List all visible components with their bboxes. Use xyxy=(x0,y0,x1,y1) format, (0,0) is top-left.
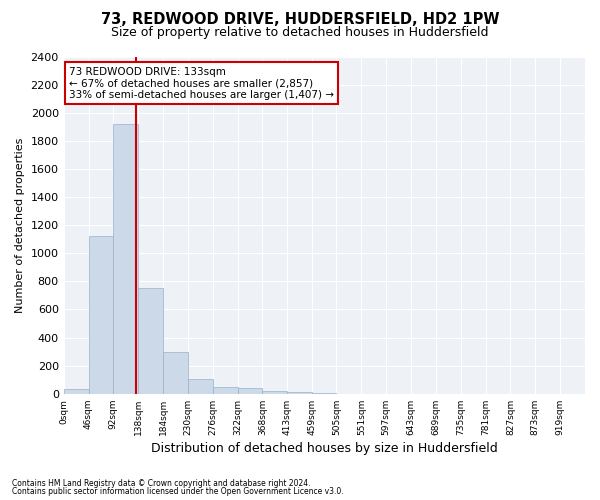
X-axis label: Distribution of detached houses by size in Huddersfield: Distribution of detached houses by size … xyxy=(151,442,498,455)
Bar xyxy=(138,288,163,394)
Text: Contains HM Land Registry data © Crown copyright and database right 2024.: Contains HM Land Registry data © Crown c… xyxy=(12,478,311,488)
Text: 73, REDWOOD DRIVE, HUDDERSFIELD, HD2 1PW: 73, REDWOOD DRIVE, HUDDERSFIELD, HD2 1PW xyxy=(101,12,499,28)
Bar xyxy=(64,389,89,394)
Bar xyxy=(287,392,311,394)
Bar xyxy=(213,388,238,394)
Bar xyxy=(262,391,287,394)
Bar xyxy=(163,352,188,394)
Bar xyxy=(311,393,337,394)
Bar xyxy=(238,388,262,394)
Text: 73 REDWOOD DRIVE: 133sqm
← 67% of detached houses are smaller (2,857)
33% of sem: 73 REDWOOD DRIVE: 133sqm ← 67% of detach… xyxy=(69,66,334,100)
Text: Size of property relative to detached houses in Huddersfield: Size of property relative to detached ho… xyxy=(111,26,489,39)
Bar xyxy=(89,236,113,394)
Bar xyxy=(188,379,213,394)
Text: Contains public sector information licensed under the Open Government Licence v3: Contains public sector information licen… xyxy=(12,487,344,496)
Y-axis label: Number of detached properties: Number of detached properties xyxy=(15,138,25,313)
Bar xyxy=(113,124,138,394)
